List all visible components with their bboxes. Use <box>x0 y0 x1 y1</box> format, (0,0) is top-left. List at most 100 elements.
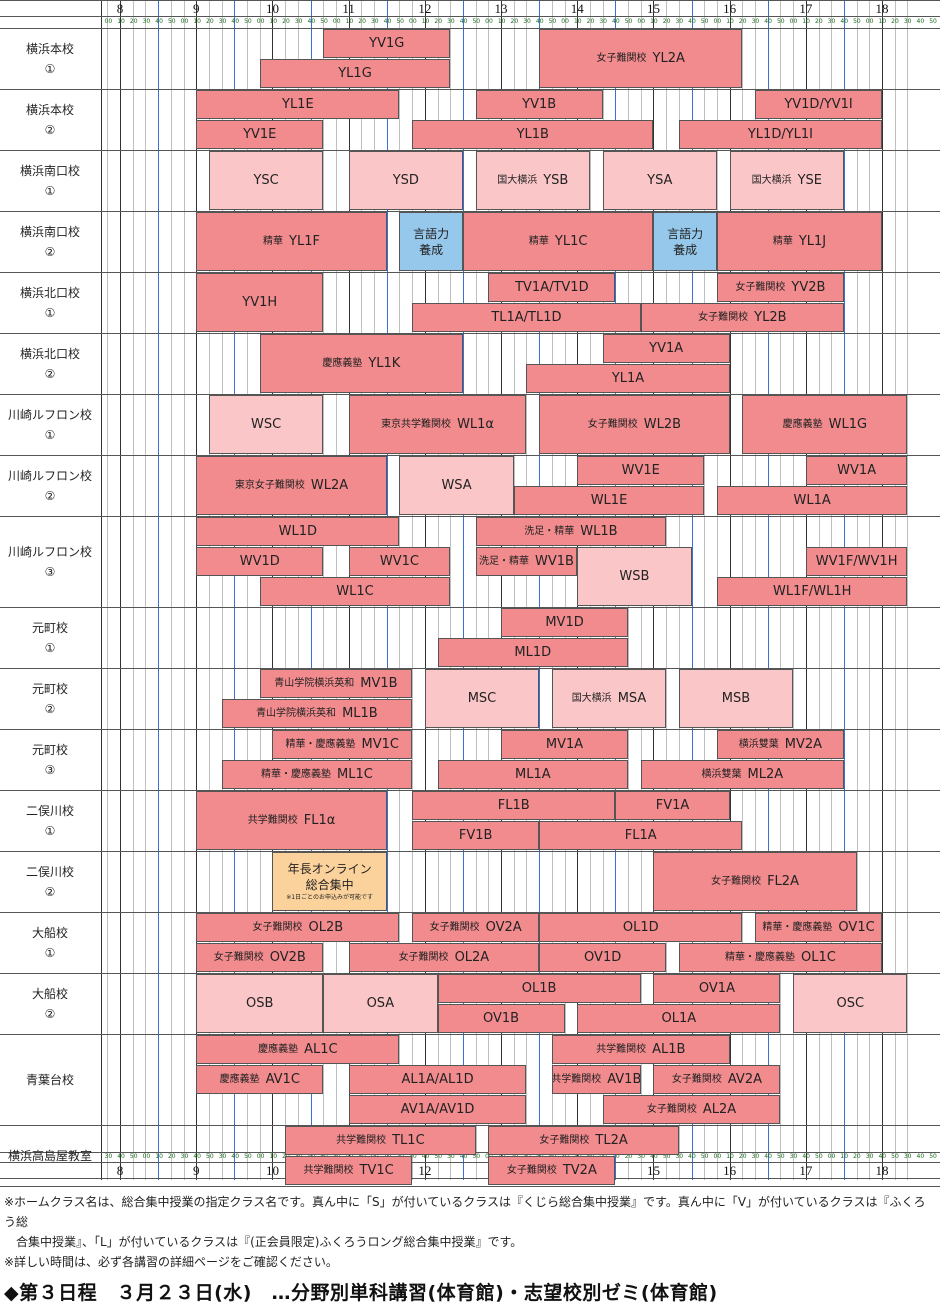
class-block[interactable]: WL1C <box>259 577 451 606</box>
class-block[interactable]: WL1E <box>513 486 705 515</box>
class-block[interactable]: MV1A <box>501 730 629 759</box>
class-block[interactable]: FL1A <box>539 821 743 850</box>
class-block[interactable]: 言語力 養成 <box>399 212 463 271</box>
class-block[interactable]: 共学難関校 FL1α <box>196 791 387 850</box>
class-block[interactable]: 洗足・精華 WL1B <box>475 517 667 546</box>
class-block[interactable]: 女子難関校 TL2A <box>488 1126 679 1155</box>
class-block[interactable]: 女子難関校 OL2B <box>196 913 400 942</box>
class-block[interactable]: OV1D <box>539 943 667 972</box>
minute-label: 10 <box>193 18 201 25</box>
class-block[interactable]: 東京共学難関校 WL1α <box>348 395 527 454</box>
class-block[interactable]: 精華・慶應義塾 ML1C <box>221 760 413 789</box>
class-block[interactable]: YL1E <box>196 90 400 119</box>
class-block[interactable]: FV1B <box>412 821 540 850</box>
class-block[interactable]: TL1A/TL1D <box>412 303 641 332</box>
class-block[interactable]: OSA <box>323 974 438 1033</box>
class-block[interactable]: 共学難関校 TL1C <box>285 1126 476 1155</box>
class-block[interactable]: WV1A <box>805 456 908 485</box>
class-block[interactable]: ML1A <box>437 760 629 789</box>
class-block[interactable]: 共学難関校 AV1B <box>551 1065 641 1094</box>
class-block[interactable]: ML1D <box>437 638 629 667</box>
class-block[interactable]: 共学難関校 TV1C <box>285 1156 413 1185</box>
class-block[interactable]: AV1A/AV1D <box>348 1095 527 1124</box>
class-block[interactable]: YSD <box>348 151 463 210</box>
class-block[interactable]: YSA <box>602 151 717 210</box>
class-school-type: 女子難関校 <box>429 922 480 933</box>
class-block[interactable]: OV1B <box>437 1004 565 1033</box>
class-block[interactable]: 女子難関校 AL2A <box>602 1095 781 1124</box>
school-label-line: 川崎ルフロン校 <box>7 544 92 559</box>
class-block[interactable]: YSC <box>208 151 324 210</box>
class-block[interactable]: YL1B <box>412 120 654 149</box>
class-block[interactable]: 女子難関校 YL2A <box>539 29 743 88</box>
class-block[interactable]: 慶應義塾 AV1C <box>196 1065 324 1094</box>
school-label: 横浜本校 ① <box>0 28 100 89</box>
class-block[interactable]: OL1A <box>577 1004 781 1033</box>
class-block[interactable]: 洗足・精華 WV1B <box>475 547 578 576</box>
class-block[interactable]: 精華 YL1C <box>462 212 654 271</box>
class-block[interactable]: 横浜雙葉 MV2A <box>716 730 844 759</box>
class-block[interactable]: 年長オンライン 総合集中 ※1日ごとのお申込みが可能です <box>272 852 387 911</box>
class-block[interactable]: FV1A <box>615 791 730 820</box>
class-block[interactable]: YV1B <box>475 90 603 119</box>
class-block[interactable]: 女子難関校 AV2A <box>653 1065 781 1094</box>
class-block[interactable]: WL1F/WL1H <box>716 577 908 606</box>
class-block[interactable]: YV1D/YV1I <box>755 90 883 119</box>
class-block[interactable]: 女子難関校 YV2B <box>716 273 844 302</box>
class-block[interactable]: WL1A <box>716 486 908 515</box>
class-block[interactable]: 精華 YL1J <box>716 212 883 271</box>
class-block[interactable]: YV1E <box>196 120 324 149</box>
class-block[interactable]: 共学難関校 AL1B <box>551 1035 730 1064</box>
class-block[interactable]: 国大横浜 YSB <box>475 151 590 210</box>
class-block[interactable]: WSC <box>208 395 324 454</box>
class-block[interactable]: YV1G <box>323 29 451 58</box>
class-block[interactable]: 国大横浜 YSE <box>729 151 844 210</box>
class-block[interactable]: 精華 YL1F <box>196 212 387 271</box>
class-title-line: 総合集中 <box>305 878 354 892</box>
class-block[interactable]: YV1A <box>602 334 730 363</box>
class-block[interactable]: 女子難関校 TV2A <box>488 1156 616 1185</box>
class-block[interactable]: TV1A/TV1D <box>488 273 616 302</box>
class-block[interactable]: YL1A <box>526 364 730 393</box>
class-block[interactable]: WV1F/WV1H <box>805 547 908 576</box>
class-block[interactable]: 慶應義塾 YL1K <box>259 334 463 393</box>
school-label: 川崎ルフロン校 ① <box>0 394 100 455</box>
class-block[interactable]: OSB <box>196 974 324 1033</box>
class-block[interactable]: OL1D <box>539 913 743 942</box>
class-block[interactable]: 国大横浜 MSA <box>551 669 667 728</box>
class-block[interactable]: 女子難関校 WL2B <box>539 395 730 454</box>
class-block[interactable]: YL1D/YL1I <box>678 120 883 149</box>
class-block[interactable]: OV1A <box>653 974 781 1003</box>
class-block[interactable]: MV1D <box>501 608 629 637</box>
class-block[interactable]: 東京女子難関校 WL2A <box>196 456 387 515</box>
class-block[interactable]: 女子難関校 OV2A <box>412 913 540 942</box>
class-block[interactable]: MSC <box>424 669 540 728</box>
school-label-line: 元町校 <box>31 681 68 696</box>
class-block[interactable]: FL1B <box>412 791 616 820</box>
class-block[interactable]: 慶應義塾 WL1G <box>742 395 908 454</box>
class-block[interactable]: OSC <box>793 974 908 1033</box>
class-block[interactable]: WV1D <box>196 547 324 576</box>
class-block[interactable]: 女子難関校 FL2A <box>653 852 857 911</box>
class-block[interactable]: 精華・慶應義塾 OV1C <box>755 913 883 942</box>
class-block[interactable]: YV1H <box>196 273 324 332</box>
class-block[interactable]: 青山学院横浜英和 ML1B <box>221 699 413 728</box>
class-block[interactable]: 精華・慶應義塾 OL1C <box>678 943 883 972</box>
class-block[interactable]: 横浜雙葉 ML2A <box>640 760 844 789</box>
class-block[interactable]: 精華・慶應義塾 MV1C <box>272 730 413 759</box>
class-block[interactable]: MSB <box>678 669 794 728</box>
class-block[interactable]: YL1G <box>259 59 451 88</box>
class-block[interactable]: WV1E <box>577 456 705 485</box>
class-block[interactable]: WL1D <box>196 517 400 546</box>
class-block[interactable]: 慶應義塾 AL1C <box>196 1035 400 1064</box>
class-block[interactable]: WSB <box>577 547 692 606</box>
class-block[interactable]: 女子難関校 OV2B <box>196 943 324 972</box>
class-block[interactable]: 青山学院横浜英和 MV1B <box>259 669 413 698</box>
class-block[interactable]: 女子難関校 YL2B <box>640 303 844 332</box>
class-block[interactable]: 言語力 養成 <box>653 212 717 271</box>
class-block[interactable]: AL1A/AL1D <box>348 1065 527 1094</box>
class-block[interactable]: WV1C <box>348 547 451 576</box>
class-block[interactable]: OL1B <box>437 974 641 1003</box>
class-block[interactable]: WSA <box>399 456 514 515</box>
class-block[interactable]: 女子難関校 OL2A <box>348 943 540 972</box>
